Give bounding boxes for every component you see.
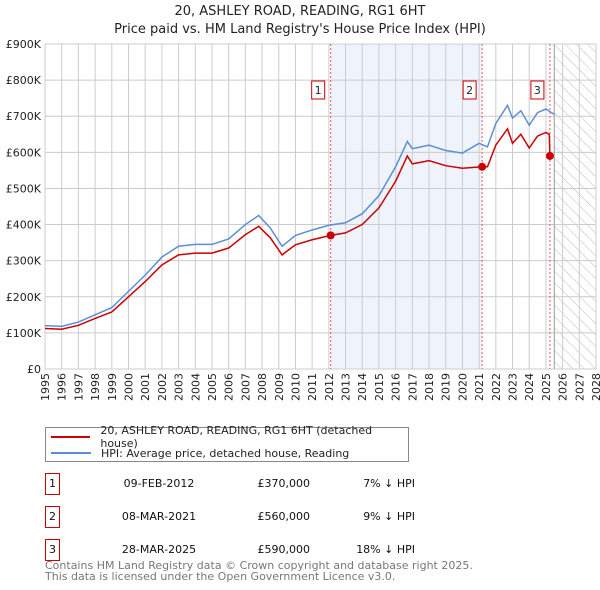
footer-line: Contains HM Land Registry data © Crown c…	[45, 559, 473, 572]
transaction-hpi: 7% ↓ HPI	[363, 477, 415, 490]
y-tick-label: £900K	[6, 38, 42, 51]
x-tick-label: 1997	[72, 373, 85, 401]
x-tick-label: 2028	[590, 373, 600, 401]
x-tick-label: 2026	[557, 373, 570, 401]
transaction-price: £590,000	[257, 543, 311, 556]
transaction-date: 28-MAR-2025	[121, 543, 197, 556]
y-tick-label: £200K	[6, 291, 42, 304]
x-tick-label: 2004	[189, 373, 202, 401]
x-tick-label: 2027	[573, 373, 586, 401]
legend-label: HPI: Average price, detached house, Read…	[101, 446, 350, 460]
transaction-row: 1 09-FEB-2012 £370,000 7% ↓ HPI	[45, 473, 445, 495]
x-tick-label: 1999	[106, 373, 119, 401]
x-tick-label: 2021	[473, 373, 486, 401]
x-tick-label: 2008	[256, 373, 269, 401]
x-tick-label: 2012	[323, 373, 336, 401]
hpi-series-line	[44, 103, 555, 328]
x-tick-label: 2006	[223, 373, 236, 401]
y-tick-label: £800K	[6, 74, 42, 87]
x-tick-label: 1995	[39, 373, 52, 401]
sale-point	[326, 231, 335, 240]
x-tick-label: 2005	[206, 373, 219, 401]
x-tick-label: 1996	[56, 373, 69, 401]
x-tick-label: 1998	[89, 373, 102, 401]
sale-label: 1	[315, 84, 322, 97]
shaded-region	[330, 44, 483, 369]
y-tick-label: £500K	[6, 182, 42, 195]
x-tick-label: 2019	[440, 373, 453, 401]
y-tick-label: £400K	[6, 219, 42, 232]
x-tick-label: 2017	[406, 373, 419, 401]
sale-point	[545, 151, 554, 160]
marker-badge: 3	[45, 539, 60, 561]
x-tick-label: 2020	[456, 373, 469, 401]
legend-swatch-blue	[51, 452, 91, 454]
y-tick-label: £300K	[6, 255, 42, 268]
legend-item-property: 20, ASHLEY ROAD, READING, RG1 6HT (detac…	[51, 424, 408, 450]
x-tick-label: 2016	[390, 373, 403, 401]
x-tick-label: 2018	[423, 373, 436, 401]
footer: Contains HM Land Registry data © Crown c…	[45, 560, 473, 582]
sale-label-box	[530, 80, 545, 100]
marker-badge: 2	[45, 506, 60, 528]
x-tick-label: 2003	[173, 373, 186, 401]
legend-item-hpi: HPI: Average price, detached house, Read…	[51, 446, 349, 460]
x-tick-label: 2015	[373, 373, 386, 401]
y-tick-label: £0	[27, 363, 41, 376]
marker-badge: 1	[45, 473, 60, 495]
legend-label: 20, ASHLEY ROAD, READING, RG1 6HT (detac…	[100, 424, 373, 450]
y-tick-label: £100K	[6, 327, 42, 340]
forecast-hatch	[554, 44, 596, 369]
property-series-line	[44, 127, 551, 331]
y-tick-label: £600K	[6, 146, 42, 159]
x-tick-label: 2014	[356, 373, 369, 401]
x-tick-label: 2023	[507, 373, 520, 401]
transaction-date: 08-MAR-2021	[121, 510, 197, 523]
x-tick-label: 2002	[156, 373, 169, 401]
transaction-date: 09-FEB-2012	[123, 477, 195, 490]
transaction-hpi: 9% ↓ HPI	[363, 510, 415, 523]
transaction-price: £370,000	[257, 477, 311, 490]
plot-area: £0 £100K £200K £300K £400K £500K £600K £700K £80…	[6, 38, 600, 401]
x-tick-label: 2013	[340, 373, 353, 401]
x-tick-label: 2011	[306, 373, 319, 401]
transaction-price: £560,000	[257, 510, 311, 523]
x-tick-label: 2000	[122, 373, 135, 401]
y-tick-label: £700K	[6, 110, 42, 123]
chart-title: 20, ASHLEY ROAD, READING, RG1 6HT	[174, 4, 426, 19]
x-tick-label: 2025	[540, 373, 553, 401]
chart-subtitle: Price paid vs. HM Land Registry's House …	[114, 22, 486, 37]
x-tick-label: 2009	[273, 373, 286, 401]
x-tick-label: 2007	[239, 373, 252, 401]
x-tick-label: 2022	[490, 373, 503, 401]
legend: 20, ASHLEY ROAD, READING, RG1 6HT (detac…	[45, 424, 409, 462]
sale-label-box	[311, 80, 326, 100]
footer-line: This data is licensed under the Open Gov…	[45, 570, 396, 583]
transaction-hpi: 18% ↓ HPI	[356, 543, 415, 556]
sale-label-box	[462, 80, 477, 100]
legend-swatch-red	[51, 436, 91, 438]
transaction-row: 2 08-MAR-2021 £560,000 9% ↓ HPI	[45, 506, 445, 528]
x-tick-label: 2024	[523, 373, 536, 401]
x-tick-label: 2001	[139, 373, 152, 401]
transaction-row: 3 28-MAR-2025 £590,000 18% ↓ HPI	[45, 539, 445, 561]
sale-label: 3	[534, 84, 541, 97]
x-tick-label: 2010	[289, 373, 302, 401]
sale-point	[478, 162, 487, 171]
sale-label: 2	[466, 84, 473, 97]
